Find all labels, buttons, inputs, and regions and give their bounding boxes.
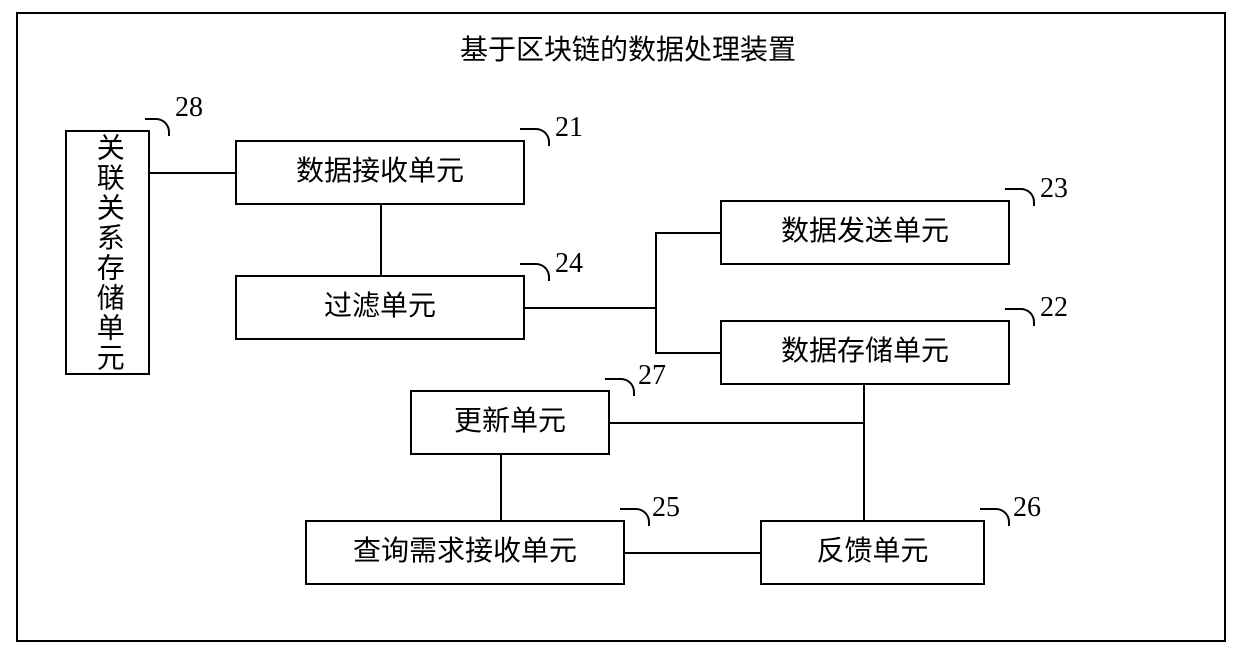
node-label: 关联关系存储单元 — [89, 133, 125, 373]
node-query-receive-unit: 查询需求接收单元 — [305, 520, 625, 585]
ref-number: 23 — [1040, 173, 1068, 205]
ref-number: 27 — [638, 360, 666, 392]
node-relation-storage-unit: 关联关系存储单元 — [65, 130, 150, 375]
node-label: 数据接收单元 — [296, 154, 464, 190]
ref-number: 22 — [1040, 292, 1068, 324]
edge — [863, 385, 865, 520]
node-label: 数据发送单元 — [781, 214, 949, 250]
node-label: 数据存储单元 — [781, 334, 949, 370]
node-data-send-unit: 数据发送单元 — [720, 200, 1010, 265]
ref-number: 24 — [555, 248, 583, 280]
node-label: 反馈单元 — [816, 534, 928, 570]
ref-number: 21 — [555, 112, 583, 144]
node-filter-unit: 过滤单元 — [235, 275, 525, 340]
edge — [525, 307, 655, 309]
edge — [655, 352, 720, 354]
ref-number: 26 — [1013, 492, 1041, 524]
edge — [150, 172, 235, 174]
node-update-unit: 更新单元 — [410, 390, 610, 455]
ref-number: 25 — [652, 492, 680, 524]
ref-number: 28 — [175, 92, 203, 124]
edge — [500, 455, 502, 520]
diagram-title: 基于区块链的数据处理装置 — [460, 28, 796, 68]
node-label: 查询需求接收单元 — [353, 534, 577, 570]
edge — [655, 232, 657, 352]
node-label: 过滤单元 — [324, 289, 436, 325]
edge — [625, 552, 760, 554]
node-label: 更新单元 — [454, 404, 566, 440]
edge — [655, 232, 720, 234]
node-data-storage-unit: 数据存储单元 — [720, 320, 1010, 385]
node-feedback-unit: 反馈单元 — [760, 520, 985, 585]
node-data-receive-unit: 数据接收单元 — [235, 140, 525, 205]
edge — [610, 422, 865, 424]
edge — [380, 205, 382, 275]
